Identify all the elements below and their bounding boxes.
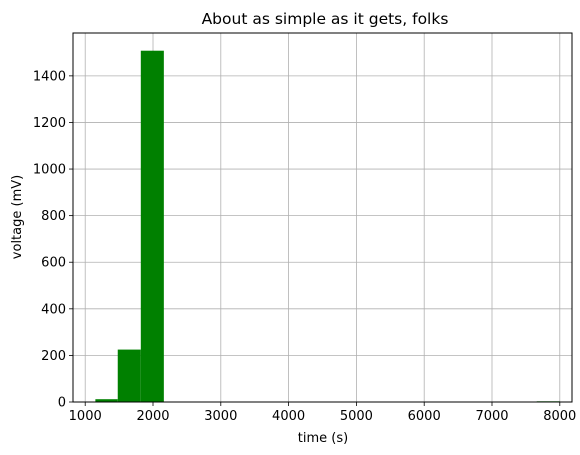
y-tick-label: 400 <box>41 302 66 317</box>
x-tick-label: 1000 <box>69 409 102 424</box>
x-axis-ticks: 1000 2000 3000 4000 5000 6000 7000 8000 <box>69 402 576 424</box>
histogram-bar <box>95 399 118 402</box>
y-tick-label: 0 <box>58 396 66 411</box>
plot-frame <box>72 32 573 403</box>
histogram-bar <box>117 349 141 402</box>
y-tick-label: 600 <box>41 256 66 271</box>
bars <box>95 50 560 403</box>
x-tick-label: 2000 <box>136 409 169 424</box>
chart-title: About as simple as it gets, folks <box>202 10 449 28</box>
histogram-bar <box>140 50 164 403</box>
y-tick-label: 1200 <box>33 116 66 131</box>
y-tick-label: 1400 <box>33 69 66 84</box>
x-tick-label: 5000 <box>340 409 373 424</box>
y-axis-ticks: 0 200 400 600 800 1000 1200 1400 <box>33 69 73 411</box>
y-tick-label: 1000 <box>33 163 66 178</box>
x-tick-label: 8000 <box>543 409 576 424</box>
x-tick-label: 3000 <box>204 409 237 424</box>
y-tick-label: 800 <box>41 209 66 224</box>
x-tick-label: 7000 <box>475 409 508 424</box>
y-axis-label: voltage (mV) <box>10 175 25 259</box>
x-axis-label: time (s) <box>298 431 348 446</box>
x-tick-label: 6000 <box>408 409 441 424</box>
x-tick-label: 4000 <box>272 409 305 424</box>
y-tick-label: 200 <box>41 349 66 364</box>
